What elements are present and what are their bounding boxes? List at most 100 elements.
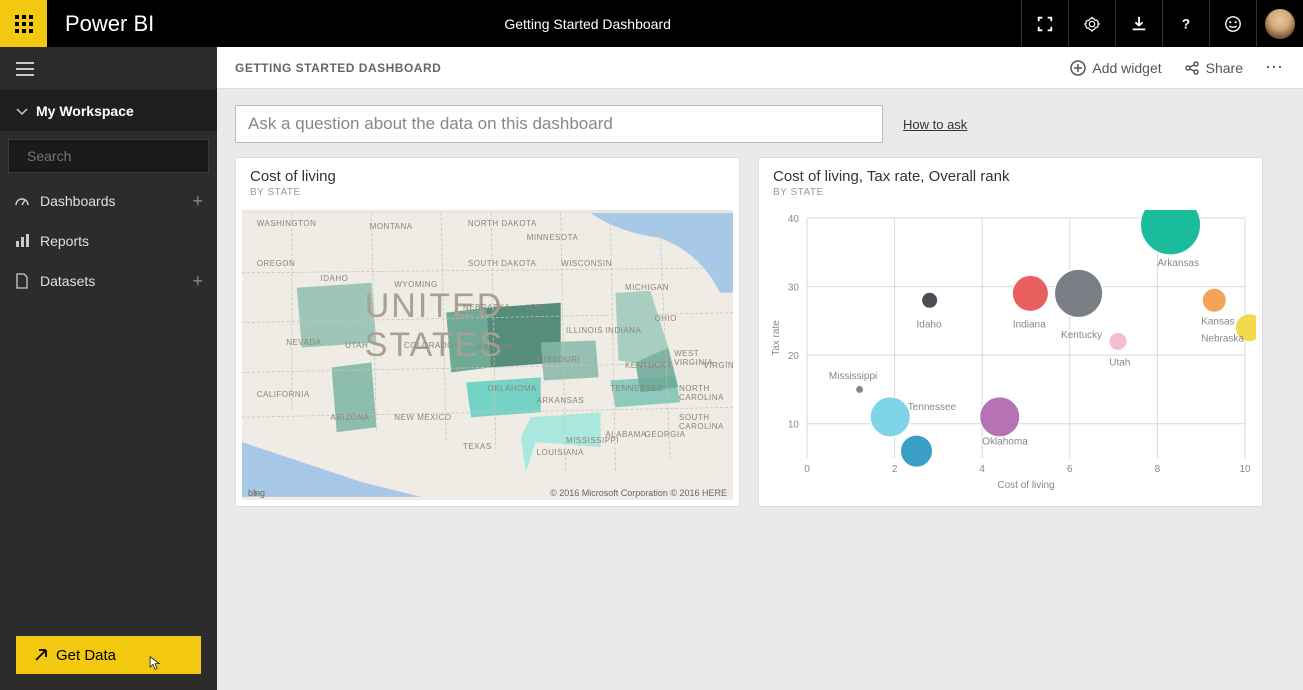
- state-label: MICHIGAN: [625, 283, 669, 292]
- state-label: TENNESSEE: [610, 384, 663, 393]
- svg-text:Utah: Utah: [1109, 357, 1130, 368]
- svg-text:Mississippi: Mississippi: [829, 371, 877, 382]
- share-icon: [1184, 60, 1200, 76]
- state-label: WASHINGTON: [257, 219, 317, 228]
- page-title: Getting Started Dashboard: [154, 16, 1021, 32]
- svg-text:Nebraska: Nebraska: [1201, 333, 1244, 344]
- svg-text:6: 6: [1067, 464, 1073, 475]
- search-box[interactable]: [8, 139, 209, 173]
- svg-text:Tax rate: Tax rate: [771, 320, 782, 356]
- state-label: NORTH CAROLINA: [679, 384, 733, 402]
- state-label: IDAHO: [321, 274, 349, 283]
- plus-circle-icon: [1070, 60, 1086, 76]
- tile-scatter[interactable]: Cost of living, Tax rate, Overall rank B…: [758, 157, 1263, 507]
- avatar[interactable]: [1256, 0, 1303, 47]
- qna-placeholder: Ask a question about the data on this da…: [248, 114, 613, 134]
- svg-text:10: 10: [1239, 464, 1251, 475]
- svg-text:20: 20: [788, 351, 800, 362]
- state-label: NORTH DAKOTA: [468, 219, 537, 228]
- state-label: WYOMING: [394, 280, 438, 289]
- state-label: SOUTH CAROLINA: [679, 413, 733, 431]
- svg-text:Cost of living: Cost of living: [997, 480, 1054, 491]
- state-label: SOUTH DAKOTA: [468, 259, 537, 268]
- sidebar-item-label: Datasets: [40, 273, 95, 289]
- state-label: VIRGINIA: [704, 361, 733, 370]
- content: Ask a question about the data on this da…: [217, 89, 1303, 523]
- svg-text:4: 4: [979, 464, 985, 475]
- state-label: CALIFORNIA: [257, 390, 310, 399]
- svg-text:Arkansas: Arkansas: [1157, 258, 1199, 269]
- svg-text:Kentucky: Kentucky: [1061, 330, 1102, 341]
- brand-label: Power BI: [65, 11, 154, 37]
- add-dashboard-icon[interactable]: +: [192, 191, 203, 212]
- state-label: NEBRASKA: [463, 303, 511, 312]
- breadcrumb: GETTING STARTED DASHBOARD: [235, 61, 441, 75]
- state-label: LOUISIANA: [537, 448, 584, 457]
- svg-text:2: 2: [892, 464, 898, 475]
- download-icon[interactable]: [1115, 0, 1162, 47]
- state-label: NEVADA: [286, 338, 321, 347]
- state-label: OREGON: [257, 259, 296, 268]
- state-label: ARKANSAS: [537, 396, 585, 405]
- search-row: [0, 131, 217, 181]
- search-input[interactable]: [27, 148, 208, 164]
- bars-icon: [14, 233, 30, 249]
- qna-row: Ask a question about the data on this da…: [235, 105, 1285, 143]
- map-background: UNITED STATES WASHINGTONMONTANANORTH DAK…: [242, 210, 733, 500]
- scatter-body: 024681010203040Cost of livingTax rateArk…: [765, 210, 1256, 500]
- map-body: UNITED STATES WASHINGTONMONTANANORTH DAK…: [242, 210, 733, 500]
- sidebar: My Workspace Dashboards + Reports Datase…: [0, 47, 217, 690]
- state-label: WISCONSIN: [561, 259, 612, 268]
- state-label: UTAH: [345, 341, 368, 350]
- share-button[interactable]: Share: [1184, 60, 1243, 76]
- state-label: GEORGIA: [645, 430, 686, 439]
- cursor-icon: [148, 656, 162, 670]
- tile-title: Cost of living, Tax rate, Overall rank: [773, 168, 1248, 185]
- gear-icon[interactable]: [1068, 0, 1115, 47]
- workspace-selector[interactable]: My Workspace: [0, 91, 217, 131]
- tiles: Cost of living BY STATE: [235, 157, 1285, 507]
- tile-header: Cost of living BY STATE: [236, 158, 739, 204]
- add-widget-button[interactable]: Add widget: [1070, 60, 1161, 76]
- how-to-ask-link[interactable]: How to ask: [903, 117, 967, 132]
- state-label: COLORADO: [404, 341, 454, 350]
- sidebar-item-dashboards[interactable]: Dashboards +: [0, 181, 217, 221]
- state-label: ILLINOIS: [566, 326, 603, 335]
- qna-input[interactable]: Ask a question about the data on this da…: [235, 105, 883, 143]
- sidebar-item-label: Reports: [40, 233, 89, 249]
- topbar-actions: ?: [1021, 0, 1303, 47]
- svg-text:8: 8: [1155, 464, 1161, 475]
- svg-text:40: 40: [788, 214, 800, 225]
- state-label: INDIANA: [605, 326, 641, 335]
- fullscreen-icon[interactable]: [1021, 0, 1068, 47]
- help-icon[interactable]: ?: [1162, 0, 1209, 47]
- tile-title: Cost of living: [250, 168, 725, 185]
- state-label: MINNESOTA: [527, 233, 578, 242]
- sidebar-item-datasets[interactable]: Datasets +: [0, 261, 217, 301]
- app-launcher-icon[interactable]: [0, 0, 47, 47]
- smiley-icon[interactable]: [1209, 0, 1256, 47]
- workspace-label: My Workspace: [36, 103, 134, 119]
- hamburger-icon[interactable]: [0, 47, 217, 91]
- file-icon: [14, 273, 30, 289]
- svg-text:Tennessee: Tennessee: [908, 402, 957, 413]
- state-label: NEW MEXICO: [394, 413, 451, 422]
- svg-text:10: 10: [788, 420, 800, 431]
- svg-text:Idaho: Idaho: [917, 320, 942, 331]
- svg-text:?: ?: [1182, 16, 1190, 31]
- more-icon[interactable]: ⋯: [1265, 57, 1285, 78]
- arrow-icon: [34, 648, 48, 662]
- share-label: Share: [1206, 60, 1243, 76]
- tile-header: Cost of living, Tax rate, Overall rank B…: [759, 158, 1262, 204]
- get-data-button[interactable]: Get Data: [16, 636, 201, 674]
- scatter-chart: 024681010203040Cost of livingTax rateArk…: [765, 210, 1256, 500]
- state-label: ALABAMA: [605, 430, 646, 439]
- sidebar-item-reports[interactable]: Reports: [0, 221, 217, 261]
- add-widget-label: Add widget: [1092, 60, 1161, 76]
- add-dataset-icon[interactable]: +: [192, 271, 203, 292]
- bing-attribution: bing: [248, 488, 265, 498]
- state-label: OHIO: [654, 314, 676, 323]
- state-label: MONTANA: [370, 222, 413, 231]
- state-label: MISSOURI: [537, 355, 581, 364]
- tile-map[interactable]: Cost of living BY STATE: [235, 157, 740, 507]
